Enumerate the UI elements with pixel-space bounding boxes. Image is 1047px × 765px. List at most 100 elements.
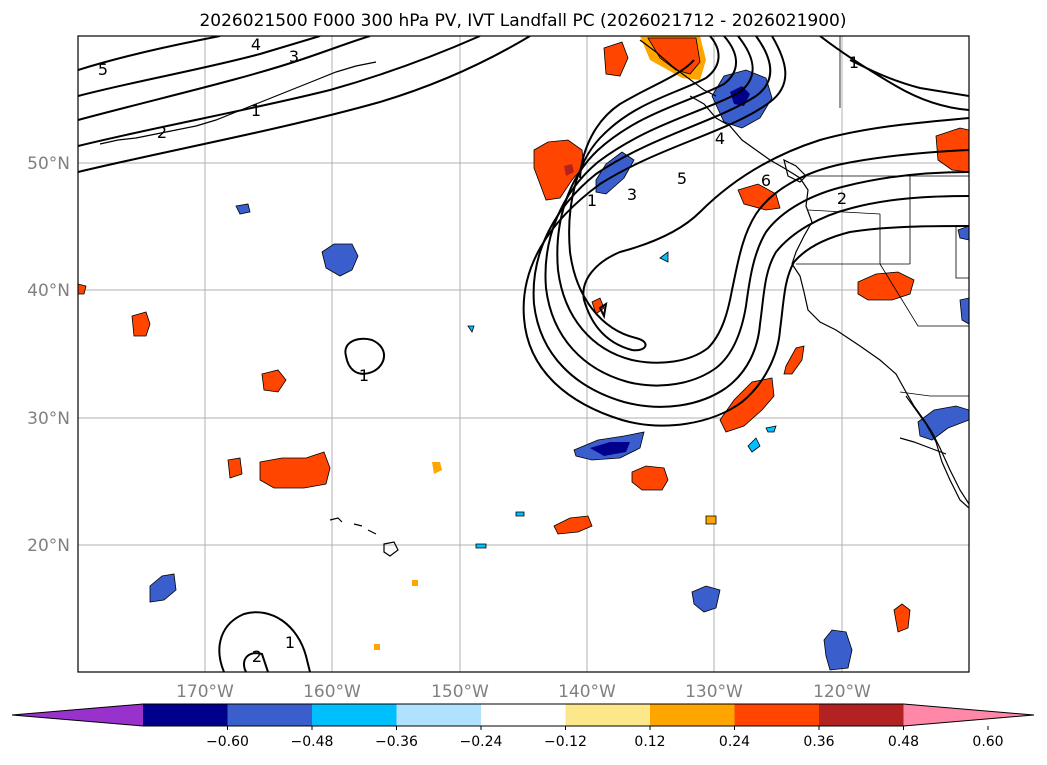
pv-contour xyxy=(78,36,481,147)
colorbar-tick-label: −0.12 xyxy=(544,734,587,750)
contour-label: 1 xyxy=(285,633,295,652)
contour-label: 1 xyxy=(359,366,369,385)
pv-contour xyxy=(78,36,321,97)
lon-label: 130°W xyxy=(685,682,743,702)
contour-label: 1 xyxy=(251,101,261,120)
anomaly-blob xyxy=(475,543,487,549)
contour-label: 5 xyxy=(677,169,687,188)
colorbar-segment xyxy=(819,704,904,726)
latitude-labels: 50°N 40°N 30°N 20°N xyxy=(27,154,70,556)
contour-label: 2 xyxy=(157,123,167,142)
colorbar-segment xyxy=(650,704,735,726)
colorbar-tick-label: 0.24 xyxy=(719,734,750,750)
state-border-nv xyxy=(879,214,969,327)
gridlines xyxy=(78,36,969,672)
pv-contour xyxy=(218,611,311,672)
colorbar-tick-label: 0.12 xyxy=(634,734,665,750)
vancouver-island xyxy=(783,158,807,183)
pv-contour xyxy=(579,59,695,179)
central-america-coast xyxy=(899,437,947,455)
pv-contour xyxy=(556,36,969,364)
anomaly-blob xyxy=(737,183,781,211)
contour-label: 1 xyxy=(849,53,859,72)
colorbar-segment xyxy=(227,704,313,726)
positive-anomaly-regions xyxy=(78,36,969,650)
anomaly-blob xyxy=(259,451,331,489)
anomaly-blob xyxy=(261,369,287,393)
colorbar: −0.60 −0.48 −0.36 −0.24 −0.12 0.12 0.24 0.36 0.4… xyxy=(11,703,1035,750)
anomaly-blob xyxy=(747,437,761,453)
anomaly-blob xyxy=(515,511,525,517)
anomaly-blob xyxy=(374,644,380,650)
anomaly-blob xyxy=(705,515,717,525)
anomaly-blob xyxy=(603,41,629,77)
contour-label: 4 xyxy=(251,35,261,54)
anomaly-blob xyxy=(467,325,475,333)
figure-title: 2026021500 F000 300 hPa PV, IVT Landfall… xyxy=(199,11,846,31)
lon-label: 120°W xyxy=(813,682,871,702)
anomaly-blob xyxy=(78,283,87,295)
hawaii-islands xyxy=(329,517,399,557)
contour-label: 2 xyxy=(252,647,262,666)
map-frame xyxy=(77,35,970,673)
pv-contour xyxy=(598,301,608,320)
contour-label: 2 xyxy=(837,189,847,208)
colorbar-segment xyxy=(734,704,820,726)
lon-label: 150°W xyxy=(431,682,489,702)
colorbar-outline xyxy=(11,703,1035,727)
colorbar-segment xyxy=(481,704,566,726)
pv-contour xyxy=(344,337,385,375)
colorbar-extend-min xyxy=(12,704,143,726)
pv-contours xyxy=(78,36,969,672)
lon-label: 170°W xyxy=(176,682,234,702)
anomaly-blob xyxy=(235,203,251,215)
coastlines xyxy=(99,39,969,557)
colorbar-tick-label: 0.60 xyxy=(972,734,1003,750)
anomaly-blob xyxy=(590,442,630,456)
colorbar-tick-label: −0.48 xyxy=(291,734,334,750)
contour-label: 1 xyxy=(587,191,597,210)
lon-label: 160°W xyxy=(303,682,361,702)
anomaly-blob xyxy=(227,457,243,479)
lat-label: 50°N xyxy=(27,154,70,174)
contour-label: 3 xyxy=(289,47,299,66)
anomaly-blob xyxy=(959,297,969,325)
anomaly-blob xyxy=(893,603,911,633)
anomaly-blob xyxy=(647,37,701,75)
colorbar-extend-max xyxy=(903,704,1034,726)
pv-contour xyxy=(532,36,969,408)
anomaly-blob xyxy=(730,86,750,106)
map-layers: 5 4 3 2 1 1 5 3 4 1 2 6 1 1 2 xyxy=(78,35,969,672)
anomaly-blob xyxy=(659,251,669,263)
anomaly-blob xyxy=(533,139,585,201)
anomaly-blob xyxy=(412,580,418,586)
colorbar-tick-label: −0.24 xyxy=(460,734,503,750)
pv-contour xyxy=(78,36,221,71)
anomaly-blob xyxy=(564,164,574,176)
contour-label: 6 xyxy=(761,171,771,190)
colorbar-tick-label: 0.48 xyxy=(888,734,919,750)
anomaly-blob xyxy=(595,151,635,195)
colorbar-tick-label: −0.60 xyxy=(206,734,249,750)
state-border-wa-or xyxy=(807,209,881,215)
colorbar-segment xyxy=(312,704,397,726)
lon-label: 140°W xyxy=(558,682,616,702)
anomaly-blob xyxy=(957,225,969,241)
anomaly-blob xyxy=(857,271,915,301)
anomaly-blob xyxy=(765,425,777,433)
colorbar-segment xyxy=(396,704,482,726)
pv-contour xyxy=(544,36,969,387)
anomaly-blob xyxy=(823,629,853,671)
lat-label: 20°N xyxy=(27,536,70,556)
pv-contour xyxy=(819,36,969,111)
us-mexico-border xyxy=(899,391,969,397)
lat-label: 30°N xyxy=(27,409,70,429)
borders xyxy=(796,36,969,397)
anomaly-blob xyxy=(149,573,177,603)
colorbar-segment xyxy=(143,704,228,726)
anomaly-blob xyxy=(432,462,442,474)
anomaly-blob xyxy=(553,515,593,535)
anomaly-blob xyxy=(783,345,805,375)
longitude-labels: 170°W 160°W 150°W 140°W 130°W 120°W xyxy=(176,682,871,702)
